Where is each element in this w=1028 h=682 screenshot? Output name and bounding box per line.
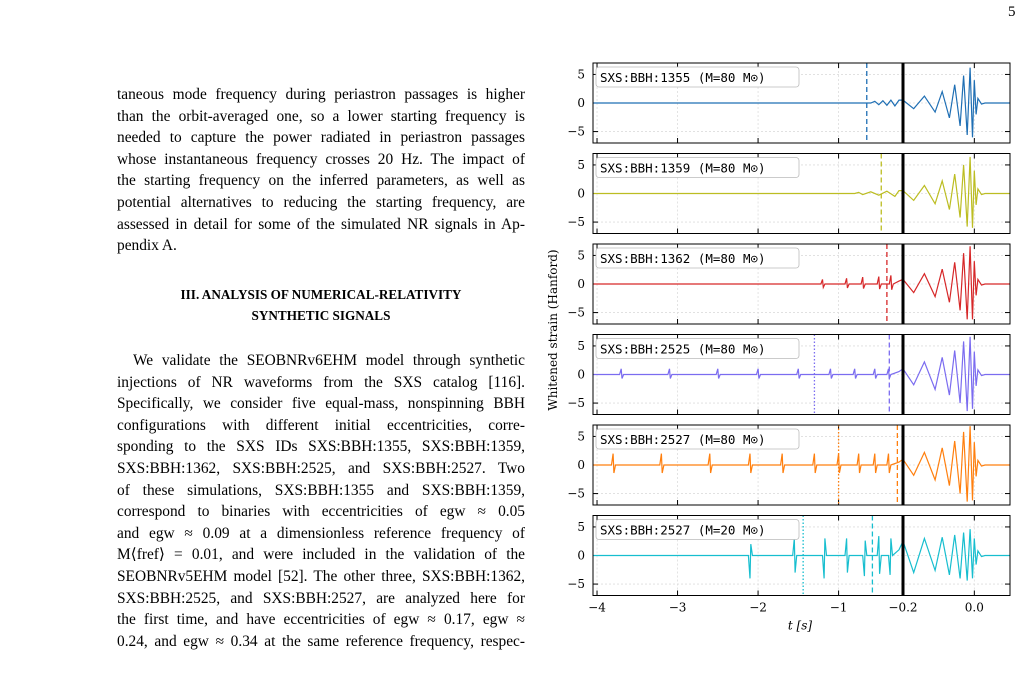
y-tick-label: −5: [567, 306, 585, 320]
label-box: [595, 519, 800, 540]
text-line: and egw ≈ 0.09 at a dimensionless refere…: [117, 524, 525, 542]
text-line: whose instantaneous frequency crosses 20…: [117, 150, 525, 168]
y-tick-label: 5: [577, 429, 585, 443]
panel-label: SXS:BBH:2527 (M=20 M⊙): [600, 523, 766, 538]
label-box: [595, 66, 800, 88]
label-box: [595, 157, 800, 178]
text-line: assessed in detail for some of the simul…: [117, 215, 525, 233]
panel-label: SXS:BBH:2527 (M=80 M⊙): [600, 432, 766, 447]
label-box: [595, 338, 800, 359]
y-tick-label: 5: [577, 339, 585, 353]
y-tick-label: −5: [567, 577, 585, 591]
y-tick-label: 0: [577, 368, 585, 382]
label-box: [595, 247, 800, 269]
text-line: pendix A.: [117, 237, 177, 255]
text-line: Specifically, we consider five equal-mas…: [117, 395, 525, 413]
text-line: M⟨fref⟩ = 0.01, and were included in the…: [117, 546, 525, 564]
y-tick-label: 5: [577, 248, 585, 262]
y-axis-label: Whitened strain (Hanford): [546, 249, 560, 410]
text-line: SXS:BBH:1362, SXS:BBH:2525, and SXS:BBH:…: [117, 460, 525, 477]
panel-label: SXS:BBH:1355 (M=80 M⊙): [600, 70, 766, 85]
x-tick-label: −0.2: [888, 601, 917, 615]
y-tick-label: 5: [577, 158, 585, 172]
page-number: 5: [1008, 4, 1016, 20]
label-box: [595, 428, 800, 450]
x-tick-label: 0.0: [965, 601, 984, 615]
section-heading: SYNTHETIC SIGNALS: [251, 308, 391, 323]
y-tick-label: 0: [577, 549, 585, 563]
waveform: [593, 529, 1010, 581]
waveform: [593, 156, 1010, 228]
x-tick-label: −4: [588, 601, 606, 615]
waveform: [593, 336, 1010, 412]
text-line: correspond to binaries with eccentriciti…: [117, 503, 525, 521]
text-line: the first time, and have eccentricities …: [117, 611, 525, 629]
y-tick-label: 0: [577, 96, 585, 110]
text-line: potential alternatives to reducing the s…: [117, 194, 525, 211]
text-line: SXS:BBH:2525, and SXS:BBH:2527, are anal…: [117, 589, 525, 607]
text-line: the starting frequency on the inferred p…: [117, 172, 525, 190]
y-tick-label: −5: [567, 215, 585, 229]
panel-frame: [592, 334, 1011, 415]
x-tick-label: −1: [830, 601, 848, 615]
panel-label: SXS:BBH:1362 (M=80 M⊙): [600, 251, 766, 266]
panel-frame: [592, 243, 1011, 325]
y-tick-label: 0: [577, 187, 585, 201]
x-tick-label: −2: [749, 601, 767, 615]
text-line: of these simulations, SXS:BBH:1355 and S…: [117, 481, 525, 499]
text-line: injections of NR waveforms from the SXS …: [117, 373, 525, 391]
panel-label: SXS:BBH:2525 (M=80 M⊙): [600, 342, 766, 357]
y-tick-label: −5: [567, 125, 585, 139]
text-line: needed to capture the power radiated in …: [117, 129, 525, 147]
y-tick-label: 5: [577, 520, 585, 534]
text-line: 0.24, and egw ≈ 0.34 at the same referen…: [117, 632, 525, 650]
text-line: We validate the SEOBNRv6EHM model throug…: [133, 352, 525, 369]
waveform: [593, 67, 1010, 138]
panel-frame: [592, 515, 1011, 596]
text-line: sponding to the SXS IDs SXS:BBH:1355, SX…: [117, 438, 525, 456]
panel-frame: [592, 62, 1011, 144]
y-tick-label: 5: [577, 67, 585, 81]
text-line: SEOBNRv5EHM model [52]. The other three,…: [117, 568, 525, 585]
text-line: configurations with different initial ec…: [117, 416, 525, 434]
text-line: than the orbit-averaged one, so a lower …: [117, 107, 525, 125]
panel-frame: [592, 153, 1011, 234]
x-tick-label: −3: [669, 601, 687, 615]
y-tick-label: 0: [577, 277, 585, 291]
x-axis-label: t [s]: [788, 619, 812, 633]
panel-label: SXS:BBH:1359 (M=80 M⊙): [600, 161, 766, 176]
y-tick-label: −5: [567, 396, 585, 410]
y-tick-label: −5: [567, 487, 585, 501]
panel-frame: [592, 424, 1011, 506]
waveform: [593, 426, 1010, 502]
text-line: taneous mode frequency during periastron…: [117, 86, 525, 103]
section-heading: III. ANALYSIS OF NUMERICAL-RELATIVITY: [180, 287, 462, 302]
waveform: [593, 246, 1010, 320]
y-tick-label: 0: [577, 458, 585, 472]
